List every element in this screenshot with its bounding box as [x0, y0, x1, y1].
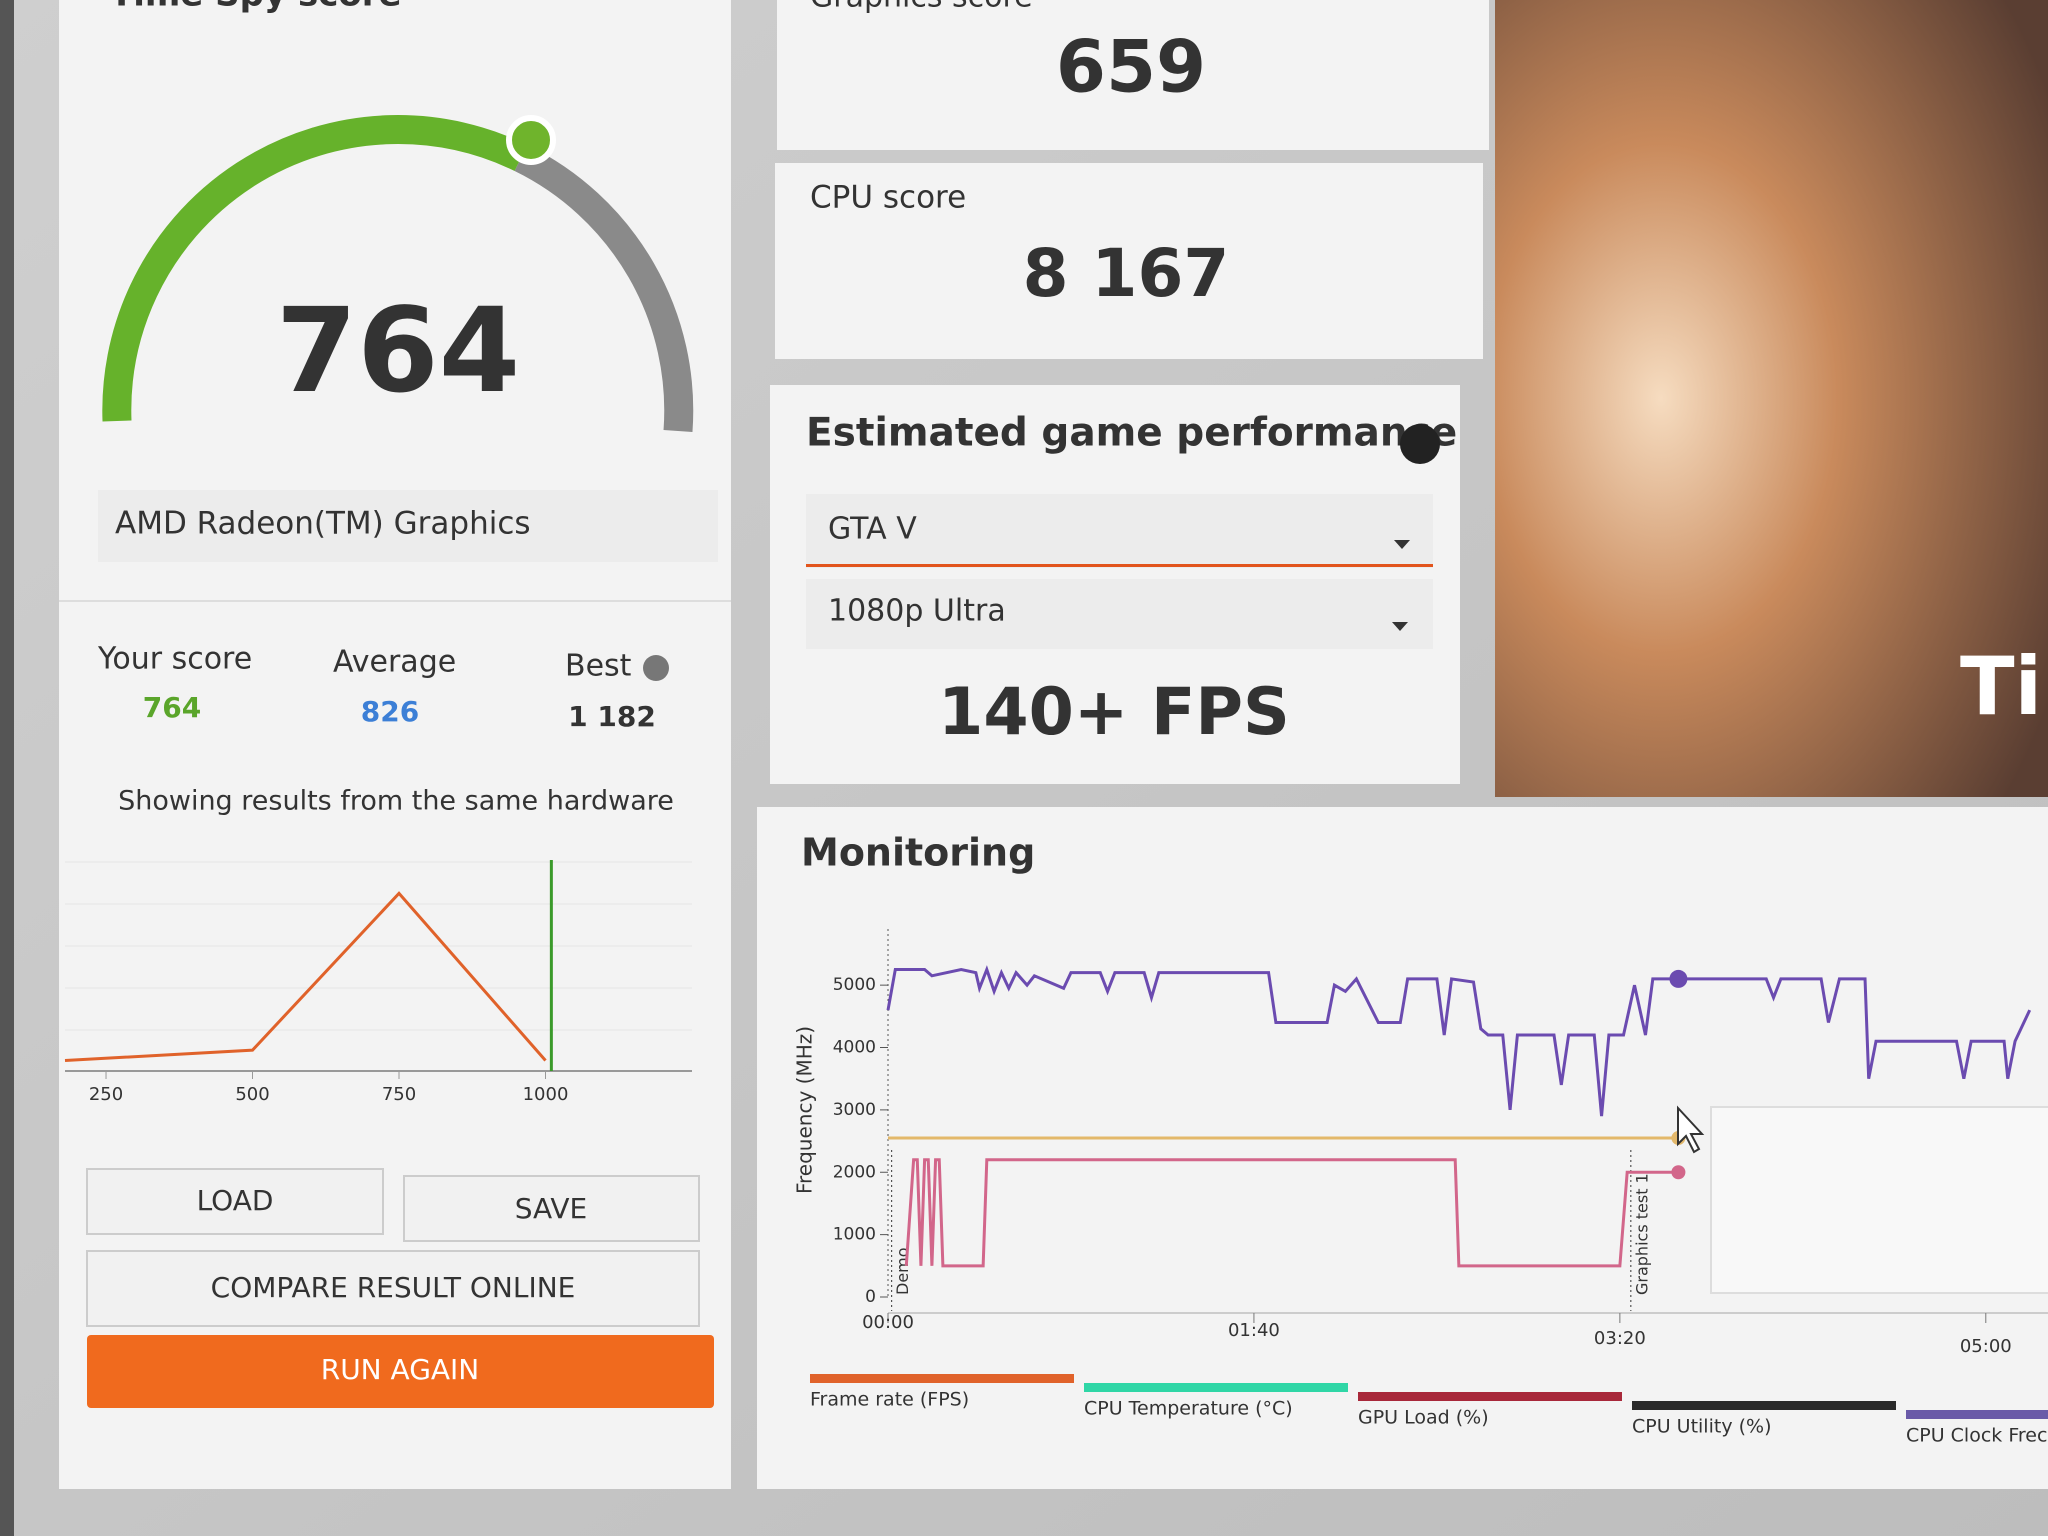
y-axis-label: Frequency (MHz) — [793, 1026, 817, 1194]
banner-text: Ti — [1960, 640, 2042, 733]
select-underline — [806, 564, 1433, 567]
stat-value: 1 182 — [568, 700, 656, 733]
gauge-track — [514, 144, 694, 433]
score: 764 — [276, 282, 520, 419]
legend-swatch — [1632, 1401, 1896, 1410]
x-tick-label: 1000 — [523, 1084, 569, 1105]
preset-select[interactable] — [806, 579, 1433, 649]
y-tick-label: 4000 — [833, 1038, 876, 1058]
y-tick-label: 2000 — [833, 1162, 876, 1182]
hover-dot — [1671, 1165, 1686, 1180]
fps-result: 140+ FPS — [938, 675, 1290, 750]
gauge-knob — [506, 115, 556, 165]
graphics-label: Graphics score — [810, 0, 1033, 15]
screen-edge — [0, 0, 14, 1536]
note: Showing results from the same hardware — [118, 786, 674, 817]
cursor — [1677, 1105, 1705, 1154]
legend-label: CPU Clock Frec — [1906, 1425, 2047, 1447]
game-title: Estimated game performance — [806, 411, 1457, 456]
compare-button[interactable] — [86, 1250, 700, 1327]
stat-value: 764 — [143, 691, 201, 724]
legend-swatch — [1084, 1383, 1348, 1392]
preset-name: 1080p Ultra — [828, 594, 1006, 629]
legend-swatch — [810, 1374, 1074, 1383]
stat-label: Best — [565, 649, 632, 684]
hover-dot — [1669, 969, 1688, 988]
series-line — [886, 965, 2032, 1117]
dropdown-arrow — [1394, 540, 1410, 549]
cpu-value: 8 167 — [1023, 235, 1230, 312]
button-label: RUN AGAIN — [321, 1353, 480, 1386]
graphics-value: 659 — [1056, 25, 1206, 109]
button-label: LOAD — [197, 1184, 274, 1217]
x-tick-label: 05:00 — [1960, 1336, 2012, 1357]
game-select[interactable] — [806, 494, 1433, 568]
gauge-fill — [102, 115, 528, 422]
tooltip — [1710, 1106, 2048, 1294]
cpu-label: CPU score — [810, 180, 966, 216]
divider — [59, 600, 731, 602]
stat-label: Your score — [97, 642, 252, 677]
banner-image — [1495, 0, 2048, 797]
x-tick-label: 750 — [382, 1084, 416, 1105]
x-tick-label: 500 — [235, 1084, 269, 1105]
legend-label: GPU Load (%) — [1358, 1407, 1489, 1429]
legend-swatch — [1906, 1410, 2048, 1419]
cpu-card — [775, 163, 1483, 359]
save-button[interactable] — [403, 1175, 700, 1242]
y-tick-label: 3000 — [833, 1100, 876, 1120]
distribution-line — [64, 891, 547, 1063]
legend-label: CPU Temperature (°C) — [1084, 1398, 1293, 1420]
series-line — [904, 1158, 1679, 1268]
legend-label: CPU Utility (%) — [1632, 1416, 1771, 1438]
load-button[interactable] — [86, 1168, 384, 1235]
stat-label: Average — [333, 645, 456, 680]
info-icon[interactable] — [643, 655, 669, 681]
legend-label: Frame rate (FPS) — [810, 1389, 969, 1411]
graphics-card — [777, 0, 1489, 150]
dropdown-arrow — [1392, 622, 1408, 631]
y-tick-label: 1000 — [833, 1225, 876, 1245]
y-tick-label: 5000 — [833, 975, 876, 995]
info-icon[interactable] — [1400, 424, 1440, 464]
x-tick-label: 250 — [89, 1084, 123, 1105]
score-title: Time Spy score — [110, 0, 402, 15]
x-tick-label: 00:00 — [862, 1312, 914, 1333]
button-label: SAVE — [515, 1192, 588, 1225]
section-label: Graphics test 1 — [1632, 1173, 1651, 1295]
game-name: GTA V — [828, 512, 917, 547]
gpu-name: AMD Radeon(TM) Graphics — [115, 506, 531, 542]
x-tick-label: 01:40 — [1228, 1320, 1280, 1341]
plot — [886, 965, 2032, 1268]
y-tick-label: 0 — [865, 1287, 876, 1307]
x-tick-label: 03:20 — [1594, 1328, 1646, 1349]
gpu-box — [98, 490, 718, 562]
run-again-button[interactable] — [87, 1335, 714, 1408]
monitoring-title: Monitoring — [801, 831, 1035, 875]
button-label: COMPARE RESULT ONLINE — [211, 1271, 576, 1304]
legend-swatch — [1358, 1392, 1622, 1401]
section-label: Demo — [893, 1247, 912, 1295]
stat-value: 826 — [361, 695, 419, 728]
